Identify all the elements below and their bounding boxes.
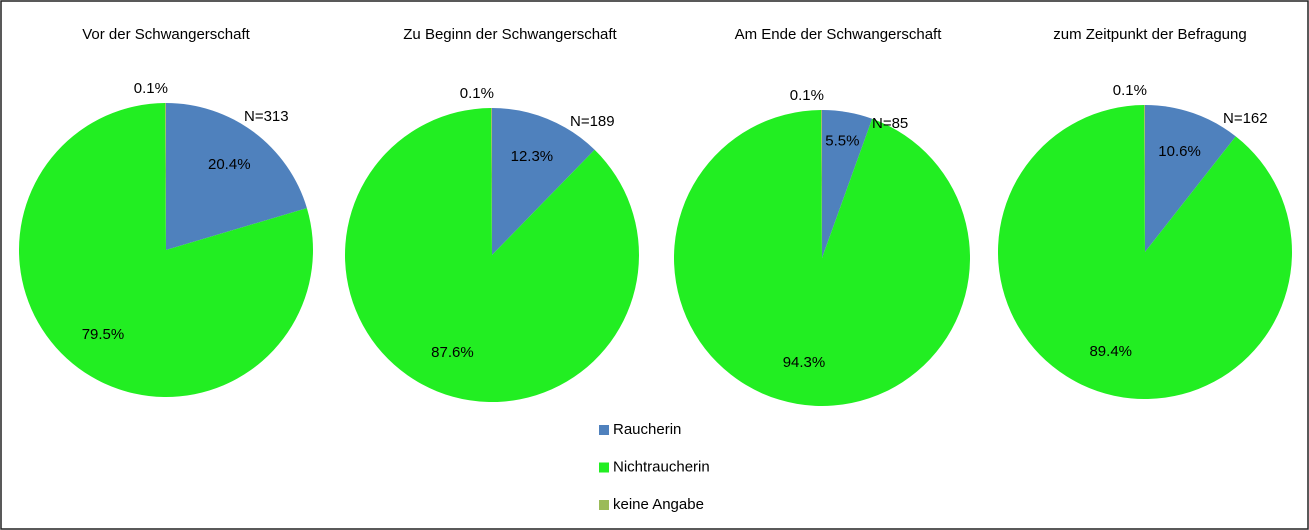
data-label: 0.1% [460,85,494,102]
data-label: 0.1% [134,80,168,97]
pie-slice [491,108,492,255]
pie-slice [821,110,822,258]
pie-slice [345,108,639,402]
data-label: 12.3% [511,148,554,165]
data-label: 0.1% [1113,82,1147,99]
data-label: 79.5% [82,326,125,343]
pie-slice [674,110,971,406]
sample-size: N=189 [570,113,615,130]
pie-slice [1144,105,1145,252]
pie-title: Vor der Schwangerschaft [82,26,250,43]
pie-title: Zu Beginn der Schwangerschaft [403,26,617,43]
pie-slice [165,103,166,250]
data-label: 94.3% [783,354,826,371]
pie-slice [492,108,595,255]
pie-slice [997,105,1292,399]
sample-size: N=85 [872,115,908,132]
pie-slice [822,110,873,258]
sample-size: N=313 [244,108,289,125]
legend-label: Nichtraucherin [613,458,710,475]
data-label: 0.1% [790,87,824,104]
pie-slice [19,103,314,397]
pie-slice [166,103,307,250]
data-label: 20.4% [208,156,251,173]
legend-swatch [599,425,609,435]
data-label: 87.6% [431,344,474,361]
legend-swatch [599,500,609,510]
data-label: 10.6% [1158,143,1201,160]
pie-title: zum Zeitpunkt der Befragung [1053,26,1246,43]
legend-label: keine Angabe [613,496,704,513]
legend-label: Raucherin [613,421,681,438]
data-label: 5.5% [825,132,859,149]
sample-size: N=162 [1223,110,1268,127]
data-label: 89.4% [1089,343,1132,360]
pie-title: Am Ende der Schwangerschaft [735,26,943,43]
pie-slice [1145,105,1236,252]
legend-swatch [599,462,609,473]
